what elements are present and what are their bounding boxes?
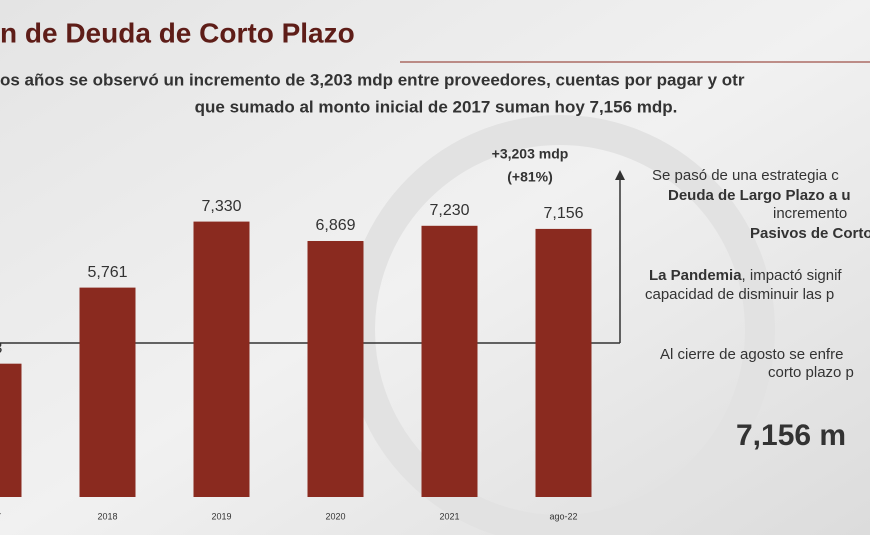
note: incremento <box>773 205 847 222</box>
note: Al cierre de agosto se enfre <box>660 346 843 363</box>
note: corto plazo p <box>768 364 854 381</box>
arrow-head <box>615 170 625 180</box>
x-tick-label: 2018 <box>97 511 117 521</box>
bar <box>421 225 478 497</box>
note: capacidad de disminuir las p <box>645 286 834 303</box>
value-label: 6,869 <box>315 217 355 234</box>
bar <box>193 221 250 497</box>
value-label: 7,230 <box>429 202 469 219</box>
notes: Se pasó de una estrategia c Deuda de Larg… <box>645 167 870 452</box>
bar <box>535 228 592 497</box>
value-label: 7,330 <box>201 198 241 215</box>
chart-title: n de Deuda de Corto Plazo <box>0 17 355 48</box>
bar <box>79 287 136 497</box>
note: La Pandemia, impactó signif <box>649 267 842 284</box>
x-tick-label: ago-22 <box>549 511 577 521</box>
x-tick-label: 017 <box>0 511 1 521</box>
annotation: +3,203 mdp <box>492 146 569 162</box>
x-tick-label: 2020 <box>325 511 345 521</box>
subtitle: os años se observó un incremento de 3,20… <box>0 70 745 89</box>
note: Se pasó de una estrategia c <box>652 167 839 184</box>
value-label: 53 <box>0 340 3 357</box>
x-tick-label: 2021 <box>439 511 459 521</box>
x-tick-label: 2019 <box>211 511 231 521</box>
value-label: 5,761 <box>87 264 127 281</box>
value-label: 7,156 <box>543 205 583 222</box>
big-figure: 7,156 m <box>736 419 846 452</box>
note: , impactó signif <box>742 267 843 284</box>
subtitle: que sumado al monto inicial de 2017 suma… <box>195 97 678 116</box>
note-bold: La Pandemia <box>649 267 742 284</box>
note: Deuda de Largo Plazo a u <box>668 187 851 204</box>
bars <box>0 221 592 497</box>
bar <box>0 363 22 497</box>
annotation: (+81%) <box>507 169 553 185</box>
note: Pasivos de Corto <box>750 225 870 242</box>
bar <box>307 240 364 497</box>
